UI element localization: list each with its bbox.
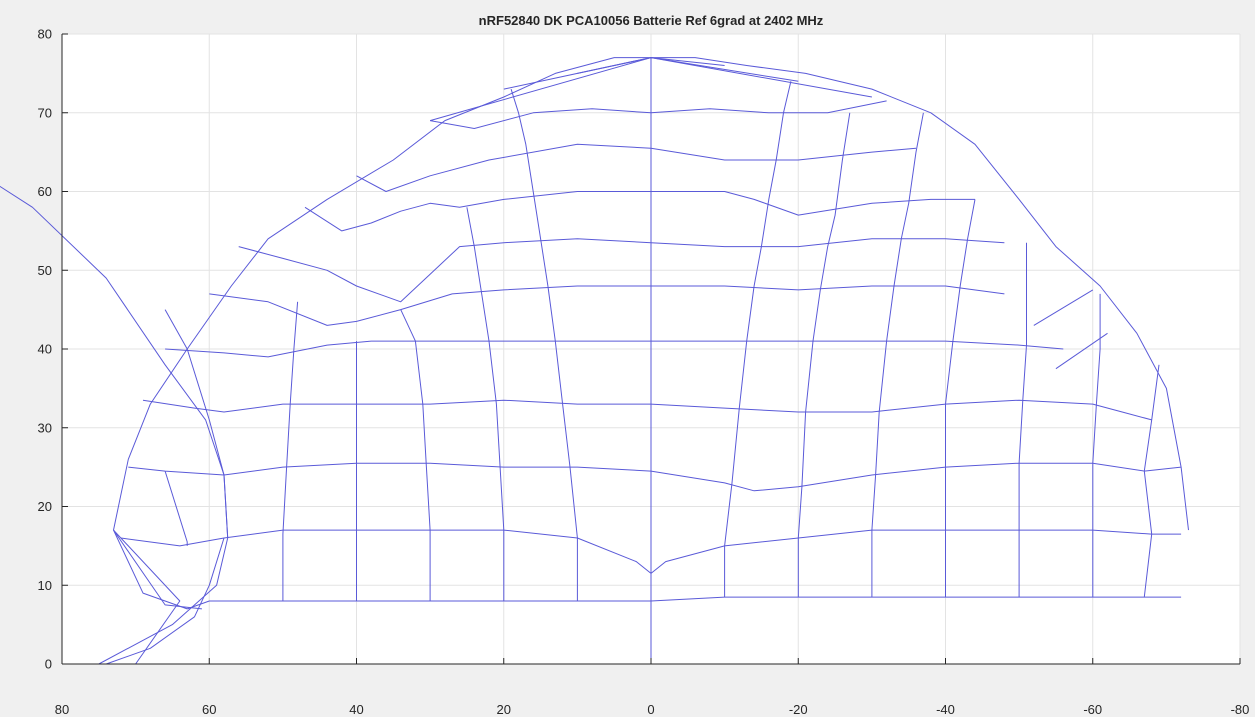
- mesh-line: [1018, 242, 1027, 598]
- mesh-line: [503, 57, 652, 90]
- mesh-line: [356, 143, 917, 192]
- x-tick-label: 40: [349, 702, 363, 717]
- mesh-line: [400, 309, 431, 601]
- axes: 80 60 40 20 0 -20 -40 -60 -80 0 10 20 30 40 50 60 70 80: [38, 27, 1250, 717]
- mesh-line: [164, 309, 229, 539]
- x-tick-label: 20: [497, 702, 511, 717]
- mesh-line: [1055, 332, 1108, 370]
- mesh-line: [113, 529, 202, 610]
- mesh-line: [209, 285, 1005, 326]
- mesh-line: [650, 57, 725, 66]
- mesh-line: [128, 462, 1182, 492]
- mesh-line: [165, 340, 1064, 358]
- mesh-line: [113, 529, 181, 665]
- x-tick-label: -80: [1231, 702, 1250, 717]
- x-tick-label: -20: [789, 702, 808, 717]
- mesh-line: [1092, 293, 1101, 598]
- y-tick-label: 20: [38, 499, 52, 514]
- y-tick-label: 70: [38, 105, 52, 120]
- y-tick-label: 10: [38, 578, 52, 593]
- y-tick-label: 60: [38, 184, 52, 199]
- y-tick-label: 40: [38, 342, 52, 357]
- mesh: [0, 57, 1240, 665]
- mesh-line: [797, 112, 851, 598]
- mesh-line: [113, 57, 1189, 531]
- mesh-line: [282, 301, 299, 601]
- x-tick-label: -60: [1083, 702, 1102, 717]
- x-tick-label: 60: [202, 702, 216, 717]
- mesh-line: [164, 470, 188, 546]
- y-tick-label: 80: [38, 27, 52, 42]
- mesh-line: [724, 81, 792, 598]
- x-tick-label: 80: [55, 702, 69, 717]
- mesh-line: [429, 57, 652, 122]
- mesh-line: [510, 88, 578, 601]
- mesh-line: [1143, 364, 1160, 598]
- mesh-line: [238, 238, 1005, 303]
- y-tick-label: 30: [38, 420, 52, 435]
- y-tick-label: 50: [38, 263, 52, 278]
- mesh-line: [650, 57, 872, 98]
- x-tick-label: 0: [647, 702, 654, 717]
- mesh-line: [871, 112, 924, 598]
- mesh-line: [113, 529, 1182, 610]
- y-tick-label: 0: [45, 657, 52, 672]
- mesh-line: [466, 207, 505, 601]
- mesh-line: [106, 537, 225, 665]
- mesh-line: [304, 191, 975, 232]
- x-tick-label: -40: [936, 702, 955, 717]
- mesh-line: [945, 199, 976, 598]
- chart-title: nRF52840 DK PCA10056 Batterie Ref 6grad …: [479, 13, 824, 28]
- mesh-line: [1033, 289, 1094, 326]
